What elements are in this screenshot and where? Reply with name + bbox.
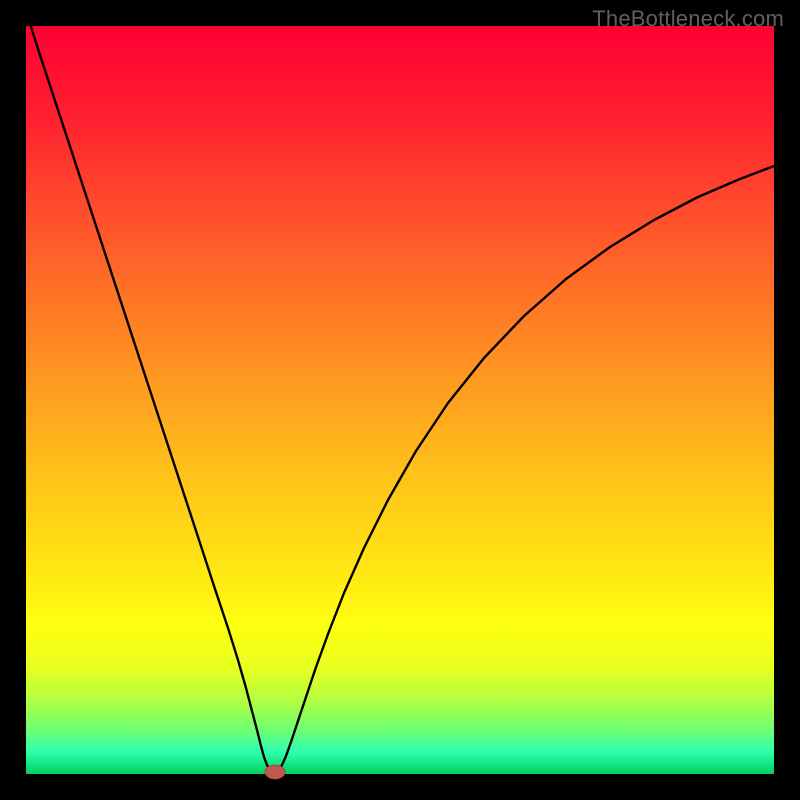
bottleneck-chart <box>0 0 800 800</box>
plot-area <box>26 26 774 774</box>
watermark-text: TheBottleneck.com <box>592 6 784 32</box>
ideal-marker <box>265 765 285 779</box>
chart-frame: TheBottleneck.com <box>0 0 800 800</box>
